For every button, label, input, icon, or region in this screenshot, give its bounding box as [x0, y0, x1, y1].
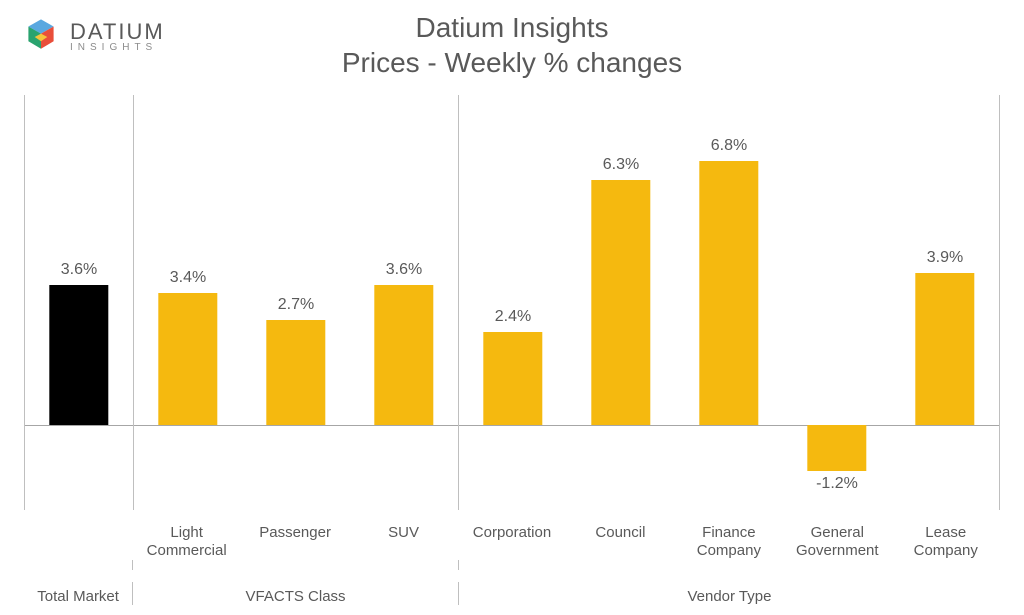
bar: [266, 320, 325, 425]
category-label: SUV: [349, 518, 457, 560]
bar-slot: 3.6%: [350, 95, 458, 510]
group-label: Vendor Type: [458, 582, 1000, 605]
category-label: Finance Company: [675, 518, 783, 560]
category-label: Council: [566, 518, 674, 560]
chart-title-line2: Prices - Weekly % changes: [0, 45, 1024, 80]
category-label: [24, 518, 132, 560]
category-labels: Light CommercialPassengerSUVCorporationC…: [24, 518, 1000, 560]
group-tick-seg: [458, 560, 1000, 570]
bar-slot: 2.7%: [242, 95, 350, 510]
chart-page: { "logo": { "brand_line1": "DATIUM", "br…: [0, 0, 1024, 615]
group-tick-row: [24, 560, 1000, 570]
bar-value-label: 3.6%: [61, 261, 97, 279]
chart-area: 3.6% 3.4% 2.7% 3.6% 2.4% 6.3% 6.8% -1.2% 3.9%: [24, 95, 1000, 510]
bar: [699, 161, 758, 425]
bar: [374, 285, 433, 425]
bar-value-label: 2.7%: [278, 296, 314, 314]
bar-group: 3.6%: [25, 95, 133, 510]
bar-value-label: 6.8%: [711, 137, 747, 155]
bar-value-label: 3.6%: [386, 261, 422, 279]
bar-value-label: -1.2%: [816, 475, 858, 493]
bar: [807, 425, 866, 472]
bar: [49, 285, 108, 425]
bar-slot: 6.8%: [675, 95, 783, 510]
bar-slot: 3.9%: [891, 95, 999, 510]
category-label: Light Commercial: [132, 518, 240, 560]
bar-slot: 2.4%: [459, 95, 567, 510]
bar-slot: 3.4%: [134, 95, 242, 510]
category-label: Lease Company: [892, 518, 1000, 560]
group-label: Total Market: [24, 582, 132, 605]
bar-value-label: 2.4%: [495, 308, 531, 326]
chart-title: Datium Insights Prices - Weekly % change…: [0, 10, 1024, 80]
bar-group: 3.4% 2.7% 3.6%: [133, 95, 458, 510]
category-label: General Government: [783, 518, 891, 560]
category-label-group: CorporationCouncilFinance CompanyGeneral…: [458, 518, 1000, 560]
category-label-group: [24, 518, 132, 560]
bar-value-label: 3.4%: [170, 269, 206, 287]
bar: [915, 273, 974, 424]
group-label: VFACTS Class: [132, 582, 458, 605]
bar-slot: 6.3%: [567, 95, 675, 510]
bar-value-label: 6.3%: [603, 156, 639, 174]
group-tick-seg: [24, 560, 132, 570]
category-label-group: Light CommercialPassengerSUV: [132, 518, 457, 560]
bar: [158, 293, 217, 425]
group-tick-seg: [132, 560, 458, 570]
bar-group: 2.4% 6.3% 6.8% -1.2% 3.9%: [458, 95, 999, 510]
bar: [591, 180, 650, 424]
chart-title-line1: Datium Insights: [0, 10, 1024, 45]
bar-value-label: 3.9%: [927, 249, 963, 267]
group-labels: Total MarketVFACTS ClassVendor Type: [24, 582, 1000, 605]
bar-container: 3.6% 3.4% 2.7% 3.6% 2.4% 6.3% 6.8% -1.2% 3.9%: [25, 95, 999, 510]
bar-slot: 3.6%: [25, 95, 133, 510]
bar-slot: -1.2%: [783, 95, 891, 510]
bar: [483, 332, 542, 425]
category-label: Passenger: [241, 518, 349, 560]
category-label: Corporation: [458, 518, 566, 560]
